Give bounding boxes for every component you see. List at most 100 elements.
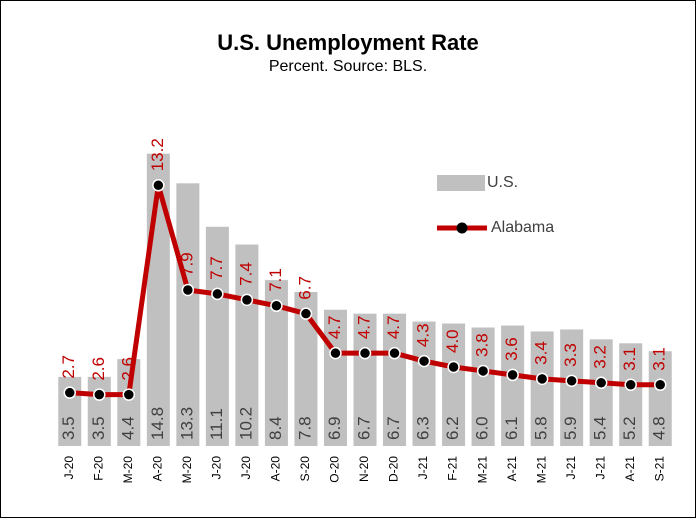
bar	[471, 327, 495, 446]
x-tick-label: M-20	[121, 456, 135, 484]
line-value-label: 6.7	[295, 276, 314, 300]
bar	[530, 331, 554, 446]
line-value-label: 7.7	[207, 256, 226, 280]
bar-value-label: 5.2	[620, 416, 639, 440]
x-tick-label: A-21	[623, 456, 637, 482]
line-point	[565, 374, 578, 388]
bar-value-label: 6.2	[443, 416, 462, 440]
bar	[176, 183, 200, 446]
chart-title: U.S. Unemployment Rate	[217, 30, 479, 55]
bar	[264, 280, 288, 446]
line-value-label: 3.4	[532, 341, 551, 365]
line-value-label: 7.1	[266, 268, 285, 292]
bar	[117, 359, 141, 446]
bar-value-label: 14.8	[148, 407, 167, 440]
line-value-label: 3.1	[650, 347, 669, 371]
bar-value-label: 3.5	[59, 416, 78, 440]
x-tick-label: J-21	[416, 456, 430, 480]
line-point	[506, 368, 519, 382]
bar-value-label: 13.3	[177, 407, 196, 440]
bar-value-label: 6.7	[384, 416, 403, 440]
x-tick-label: S-21	[652, 456, 666, 482]
line-value-label: 4.0	[443, 329, 462, 353]
line-point	[476, 364, 490, 378]
line-value-label: 2.7	[59, 355, 78, 379]
line-value-label: 4.3	[414, 323, 433, 347]
line-point	[122, 388, 136, 401]
line-value-label: 4.7	[384, 316, 403, 340]
line-point	[93, 388, 106, 401]
bar-value-label: 5.9	[561, 416, 580, 440]
bar	[501, 325, 525, 446]
x-tick-label: D-20	[387, 456, 401, 482]
bar	[619, 343, 643, 446]
x-tick-label: J-21	[593, 456, 607, 480]
bar-value-label: 5.8	[532, 416, 551, 440]
x-tick-label: S-20	[298, 456, 312, 482]
bar-value-label: 4.8	[650, 416, 669, 440]
x-tick-label: A-20	[151, 456, 165, 482]
bar-value-label: 6.3	[414, 416, 433, 440]
x-tick-label: M-20	[180, 456, 194, 484]
legend-swatch	[437, 175, 485, 191]
bar-value-label: 11.1	[207, 408, 226, 440]
bar	[412, 321, 436, 446]
bar	[294, 291, 318, 446]
line-value-label: 4.7	[325, 316, 344, 340]
bar	[353, 313, 377, 446]
line-point	[417, 354, 431, 368]
x-tick-label: J-20	[210, 456, 224, 480]
bar-value-label: 5.4	[591, 416, 610, 440]
line-value-label: 2.6	[89, 357, 108, 381]
line-point	[388, 346, 401, 360]
line-point	[358, 346, 372, 360]
x-tick-label: F-21	[446, 456, 460, 481]
line-value-label: 4.7	[354, 316, 373, 340]
legend-marker	[456, 222, 468, 234]
x-tick-label: M-21	[534, 456, 548, 484]
x-tick-label: F-20	[91, 456, 105, 481]
bar-value-label: 6.1	[502, 416, 521, 440]
chart-subtitle: Percent. Source: BLS.	[269, 58, 427, 75]
bar-value-label: 6.0	[473, 416, 492, 440]
bar	[442, 323, 466, 446]
bar-value-label: 10.2	[236, 407, 255, 440]
line-point	[535, 372, 549, 386]
bar	[589, 339, 613, 446]
x-tick-label: M-21	[475, 456, 489, 484]
x-tick-label: N-20	[357, 456, 371, 482]
bar-value-label: 6.9	[325, 416, 344, 440]
line-value-label: 3.1	[620, 347, 639, 371]
line-point	[152, 179, 165, 192]
bar	[560, 329, 584, 446]
x-tick-label: J-20	[239, 456, 253, 480]
line-point	[211, 287, 224, 301]
x-tick-label: J-20	[62, 456, 76, 480]
line-point	[63, 386, 77, 399]
line-value-label: 13.2	[148, 138, 167, 171]
bar-value-label: 6.7	[354, 416, 373, 440]
line-point	[624, 378, 637, 392]
bar-value-label: 7.8	[295, 416, 314, 440]
bar-value-label: 3.5	[89, 416, 108, 440]
line-point	[270, 299, 283, 313]
line-value-label: 2.6	[118, 357, 137, 381]
line-point	[594, 376, 608, 390]
line-point	[653, 378, 667, 392]
x-tick-label: A-21	[505, 456, 519, 482]
x-tick-label: A-20	[269, 456, 283, 482]
line-value-label: 3.3	[561, 343, 580, 367]
bar	[205, 226, 229, 446]
line-value-label: 7.9	[177, 252, 196, 276]
line-point	[181, 283, 195, 297]
bar-value-label: 8.4	[266, 416, 285, 440]
line-point	[447, 360, 460, 374]
line-value-label: 3.6	[502, 337, 521, 361]
line-point	[240, 293, 254, 307]
legend-label: Alabama	[491, 219, 554, 236]
bar	[235, 244, 259, 446]
bar-value-label: 4.4	[118, 416, 137, 440]
line-point	[299, 307, 313, 320]
bar	[383, 313, 407, 446]
legend-label: U.S.	[487, 174, 518, 191]
